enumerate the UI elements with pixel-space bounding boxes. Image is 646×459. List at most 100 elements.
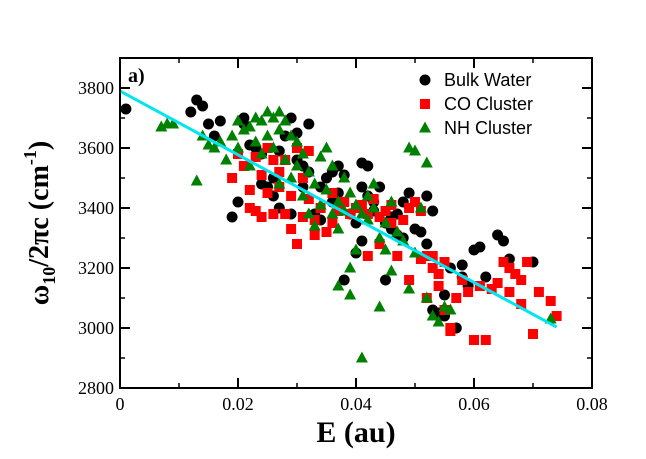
x-tick-labels: 0 0.02 0.04 0.06 0.08 xyxy=(116,394,608,414)
data-point xyxy=(303,146,314,156)
data-point xyxy=(326,159,339,171)
data-point xyxy=(439,289,450,301)
data-point xyxy=(457,275,468,285)
data-point xyxy=(545,296,556,306)
data-points xyxy=(120,94,562,363)
data-point xyxy=(385,195,398,207)
data-point xyxy=(314,198,327,210)
x-tick-label: 0.06 xyxy=(458,394,490,414)
data-point xyxy=(286,191,297,201)
data-point xyxy=(320,183,333,195)
data-point xyxy=(516,299,527,309)
data-point xyxy=(280,209,291,219)
data-point xyxy=(268,155,279,165)
fit-line-layer xyxy=(119,89,558,329)
data-point xyxy=(227,173,238,183)
data-point xyxy=(249,111,262,123)
data-point xyxy=(302,207,315,219)
data-point xyxy=(214,115,226,127)
data-point xyxy=(350,198,362,210)
data-point xyxy=(445,326,456,336)
data-point xyxy=(486,284,497,294)
data-point xyxy=(403,141,416,153)
data-point xyxy=(386,218,397,228)
y-tick-label: 2800 xyxy=(78,378,114,398)
data-point xyxy=(267,141,280,153)
data-point xyxy=(403,187,415,199)
data-point xyxy=(427,263,438,273)
y-tick-labels: 2800 3000 3200 3400 3600 3800 xyxy=(78,78,114,398)
data-point xyxy=(273,123,286,135)
legend-marker xyxy=(420,99,430,109)
y-axis-title-main: ω xyxy=(24,285,55,305)
data-point xyxy=(286,224,297,234)
data-point xyxy=(355,351,368,363)
data-point xyxy=(167,117,180,129)
data-point xyxy=(190,174,203,186)
data-point xyxy=(492,278,503,288)
data-point xyxy=(426,309,439,321)
data-point xyxy=(249,135,262,147)
y-tick-label: 3200 xyxy=(78,258,114,278)
data-point xyxy=(379,243,392,255)
x-tick-label: 0.04 xyxy=(340,394,372,414)
data-point xyxy=(250,206,261,216)
data-point xyxy=(292,239,302,249)
data-point xyxy=(226,211,238,223)
x-tick-label: 0 xyxy=(116,394,125,414)
data-point xyxy=(438,300,451,312)
data-point xyxy=(409,144,421,156)
x-tick-label: 0.02 xyxy=(222,394,254,414)
data-point xyxy=(326,207,339,219)
data-point xyxy=(261,105,274,117)
data-point xyxy=(374,239,385,249)
data-point xyxy=(421,190,433,202)
fit-line xyxy=(119,89,558,329)
data-point xyxy=(421,238,433,250)
y-axis-title-end: ) xyxy=(24,141,55,150)
data-point xyxy=(268,209,279,219)
data-point xyxy=(480,335,491,345)
data-point xyxy=(474,241,486,253)
data-point xyxy=(303,118,315,130)
data-point xyxy=(255,114,268,126)
data-point xyxy=(302,165,315,177)
data-point xyxy=(415,226,427,238)
x-axis-title: E (au) xyxy=(316,416,395,449)
data-point xyxy=(291,135,303,147)
data-point xyxy=(385,264,398,276)
data-point xyxy=(238,161,249,171)
data-point xyxy=(456,259,468,271)
data-point xyxy=(285,171,298,183)
data-point xyxy=(262,188,273,198)
data-point xyxy=(404,275,415,285)
data-point xyxy=(297,173,308,183)
data-point xyxy=(339,197,350,207)
data-point xyxy=(427,251,438,261)
y-tick-label: 3000 xyxy=(78,318,114,338)
y-tick-label: 3800 xyxy=(78,78,114,98)
data-point xyxy=(256,170,267,180)
data-point xyxy=(185,106,197,118)
data-point xyxy=(427,205,439,217)
data-point xyxy=(433,269,444,279)
data-point xyxy=(367,177,380,189)
data-point xyxy=(432,315,445,327)
legend-marker xyxy=(419,121,431,133)
data-point xyxy=(303,194,314,204)
data-point xyxy=(380,206,391,216)
data-point xyxy=(297,212,308,222)
data-point xyxy=(469,335,479,345)
data-point xyxy=(308,177,321,189)
data-point xyxy=(327,218,338,228)
data-point xyxy=(344,261,357,273)
data-point xyxy=(444,303,457,315)
data-point xyxy=(439,257,450,267)
data-point xyxy=(356,235,368,247)
data-point xyxy=(292,143,302,153)
data-point xyxy=(362,160,374,172)
data-point xyxy=(504,287,515,297)
data-point xyxy=(414,201,427,213)
data-point xyxy=(367,201,380,213)
data-point xyxy=(356,181,368,193)
